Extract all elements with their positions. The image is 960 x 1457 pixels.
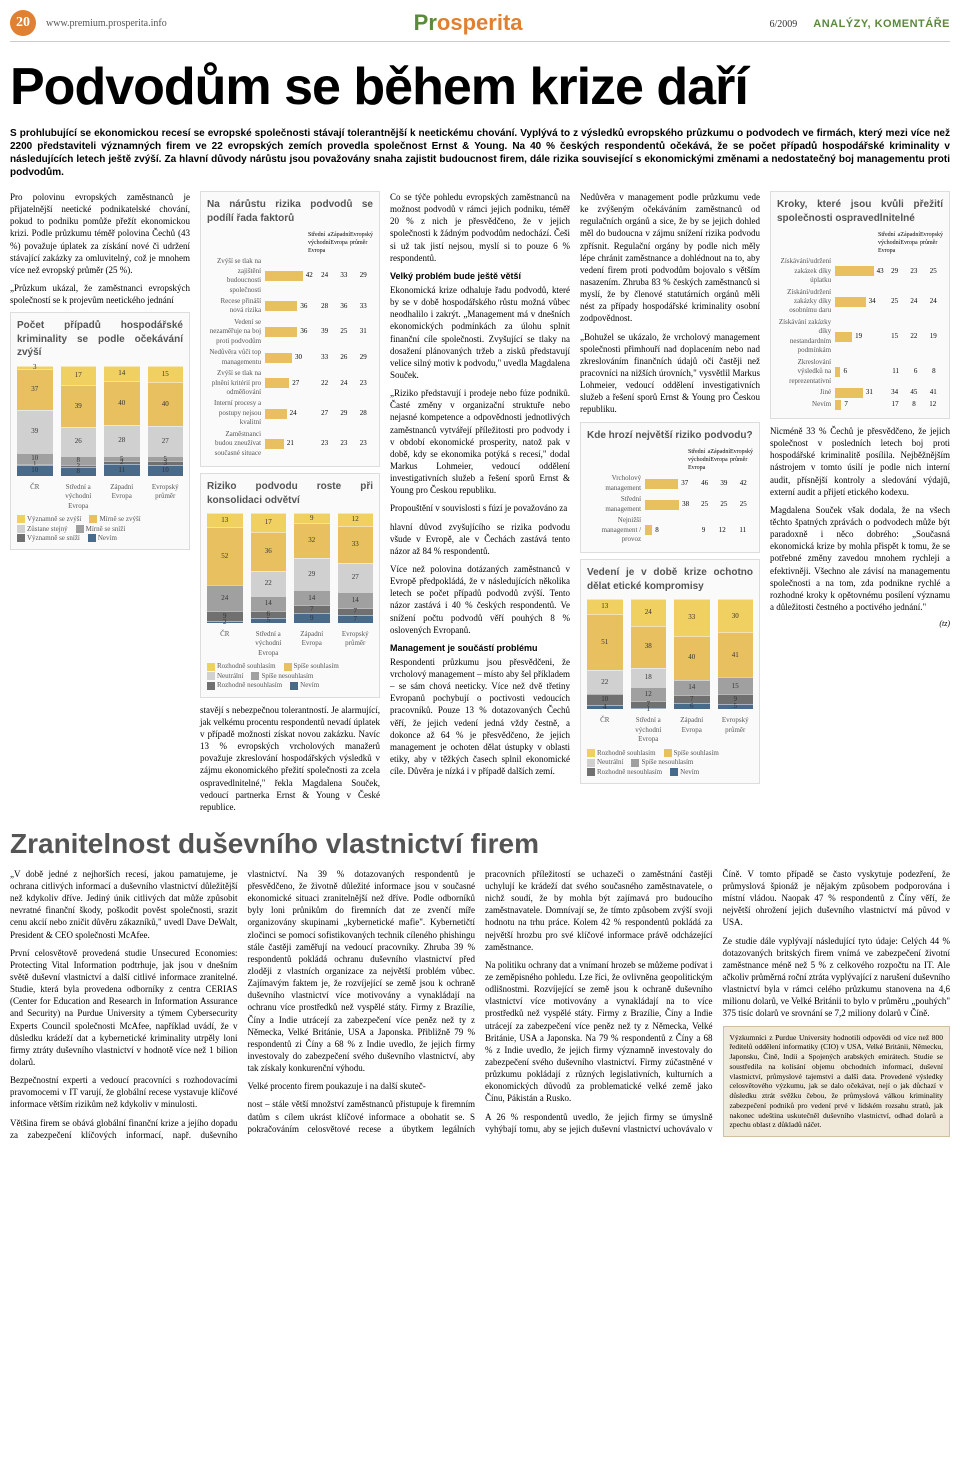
headline-1: Podvodům se během krize daří bbox=[10, 57, 950, 117]
page-badge: 20 bbox=[10, 10, 36, 36]
header-url: www.premium.prosperita.info bbox=[46, 18, 167, 29]
chart-5: Vedení je v době krize ochotno dělat eti… bbox=[580, 559, 760, 784]
chart-6: Kroky, které jsou kvůli přežití společno… bbox=[770, 191, 950, 419]
chart-3: Riziko podvodu roste při konsolidaci odv… bbox=[200, 473, 380, 698]
logo: Prosperita bbox=[414, 10, 523, 36]
issue-number: 6/2009 bbox=[769, 19, 797, 30]
info-box: Výzkumníci z Purdue University hodnotili… bbox=[723, 1026, 951, 1138]
article-1-body: Pro polovinu evropských zaměstnanců je p… bbox=[10, 191, 950, 813]
page-header: 20 www.premium.prosperita.info Prosperit… bbox=[10, 10, 950, 42]
byline: (tz) bbox=[770, 619, 950, 630]
article-2-body: „V době jedné z nejhorších recesí, jakou… bbox=[10, 868, 950, 1141]
headline-2: Zranitelnost duševního vlastnictví firem bbox=[10, 828, 950, 860]
section-name: ANALÝZY, KOMENTÁŘE bbox=[813, 18, 950, 30]
chart-1: Počet případů hospodářské kriminality se… bbox=[10, 312, 190, 550]
chart-4: Kde hrozí největší riziko podvodu? Střed… bbox=[580, 422, 760, 554]
lead-paragraph: S prohlubující se ekonomickou recesí se … bbox=[10, 127, 950, 179]
chart-2: Na nárůstu rizika podvodů se podílí řada… bbox=[200, 191, 380, 467]
